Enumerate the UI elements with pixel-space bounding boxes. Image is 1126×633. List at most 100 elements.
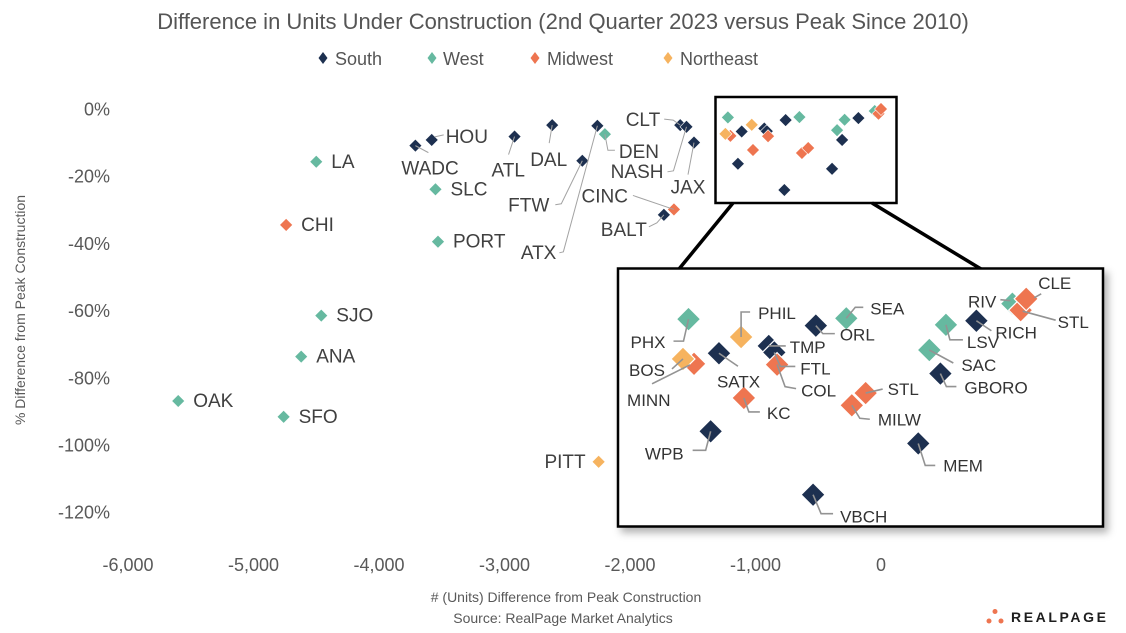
inset-leader-line-sac: [928, 349, 954, 364]
inset-data-point-sac: [916, 337, 943, 363]
data-point-lsv: [837, 112, 852, 127]
data-label-jax: JAX: [671, 178, 706, 199]
legend-item-west: West: [427, 49, 484, 69]
data-label-sfo: SFO: [299, 407, 338, 428]
legend-label-south: South: [335, 49, 382, 69]
inset-data-label-vbch: VBCH: [840, 508, 887, 527]
data-point-bos: [718, 126, 733, 141]
data-point-mem: [825, 161, 839, 176]
data-point-orl: [778, 113, 793, 128]
legend-label-northeast: Northeast: [680, 49, 758, 69]
inset-leader-line-milw: [851, 404, 870, 421]
data-label-dal: DAL: [530, 150, 567, 171]
inset-leader-line-orl: [815, 325, 835, 335]
y-tick-label: -100%: [58, 436, 110, 456]
inset-data-point-phx: [675, 306, 702, 332]
legend-marker-midwest: [530, 52, 540, 64]
legend-marker-northeast: [663, 52, 673, 64]
inset-leader-line-phil: [740, 311, 751, 337]
inset-data-label-milw: MILW: [878, 410, 921, 429]
y-axis-tick-labels: 0% -20% -40% -60% -80% -100% -120%: [58, 100, 110, 523]
x-tick-label: -5,000: [228, 555, 279, 575]
legend-item-south: South: [318, 49, 382, 69]
inset-data-point-cle: [1013, 285, 1040, 312]
inset-data-label-minn: MINN: [627, 391, 670, 410]
data-point-vbch: [777, 183, 792, 197]
data-point-la: [309, 154, 324, 169]
y-tick-label: -20%: [68, 167, 110, 187]
leader-line-wadc: [415, 145, 429, 154]
inset-data-point-sea: [833, 305, 860, 332]
inset-leader-line-mem: [917, 443, 936, 467]
legend-label-west: West: [443, 49, 484, 69]
inset-data-label-riv: RIV: [968, 293, 997, 312]
y-tick-label: -120%: [58, 503, 110, 523]
inset-leader-line-minn: [651, 364, 691, 385]
leader-line-atl: [508, 136, 516, 155]
inset-leader-line-col: [776, 364, 797, 390]
legend-label-midwest: Midwest: [547, 49, 613, 69]
data-label-den: DEN: [619, 142, 659, 163]
data-point-chi: [279, 217, 294, 232]
inset-data-label-mem: MEM: [943, 456, 983, 475]
y-tick-label: -60%: [68, 301, 110, 321]
inset-leader-line-kc: [743, 397, 760, 413]
inset-data-labels: SATX TMP FTL WPB ORL VBCH RICH GBORO MEM PHX SEA LS…: [627, 274, 1089, 527]
data-label-clt: CLT: [626, 110, 661, 131]
x-tick-label: -1,000: [730, 555, 781, 575]
x-tick-label: -3,000: [479, 555, 530, 575]
inset-data-point-kc: [731, 385, 757, 411]
data-point-stl: [801, 141, 816, 155]
data-label-wadc: WADC: [401, 159, 458, 180]
data-point-phx: [720, 110, 735, 125]
inset-leader-line-lsv: [945, 324, 963, 341]
inset-leader-line-rich: [975, 320, 992, 332]
data-point-oak: [171, 394, 186, 408]
main-data-labels: HOU WADC ATL DAL FTW ATX CLT NASH JAX BALT LA SLC PO…: [193, 110, 706, 473]
leader-line-cinc: [632, 194, 675, 210]
data-point-rich: [851, 111, 866, 125]
inset-data-label-ftl: FTL: [800, 359, 830, 378]
realpage-logo: REALPAGE: [986, 609, 1106, 625]
x-tick-label: 0: [876, 555, 886, 575]
data-point-satx: [734, 124, 749, 139]
data-label-la: LA: [331, 152, 355, 173]
data-point-ana: [294, 349, 309, 364]
logo-dot: [998, 618, 1004, 624]
x-axis-tick-labels: -6,000 -5,000 -4,000 -3,000 -2,000 -1,000 0: [102, 555, 886, 575]
logo-dot: [992, 609, 998, 614]
source-note: Source: RealPage Market Analytics: [453, 610, 672, 626]
data-point-sfo: [276, 409, 291, 424]
data-label-atl: ATL: [492, 161, 525, 182]
inset-panel: SATX TMP FTL WPB ORL VBCH RICH GBORO MEM PHX SEA LS…: [616, 267, 1105, 528]
data-label-port: PORT: [453, 232, 506, 253]
logo-dots-icon: [986, 609, 1004, 624]
zoom-window-box: [714, 95, 898, 205]
data-label-chi: CHI: [301, 215, 334, 236]
inset-data-label-cle: CLE: [1038, 274, 1071, 293]
inset-data-label-tmp: TMP: [790, 338, 826, 357]
leader-line-den: [604, 134, 615, 151]
data-label-balt: BALT: [601, 220, 648, 241]
inset-data-label-kc: KC: [767, 404, 791, 423]
legend-marker-west: [427, 52, 437, 64]
data-label-ana: ANA: [316, 347, 355, 368]
inset-leader-line-phx: [673, 318, 690, 342]
inset-leader-line-sea: [845, 306, 864, 319]
inset-data-label-wpb: WPB: [645, 444, 684, 463]
leader-line-ftw: [555, 160, 583, 206]
data-label-cinc: CINC: [581, 186, 627, 207]
inset-data-point-gboro: [927, 360, 954, 387]
y-axis-title: % Difference from Peak Construction: [12, 195, 28, 425]
y-tick-label: -80%: [68, 368, 110, 388]
data-label-sjo: SJO: [336, 306, 373, 327]
data-point-col: [761, 129, 775, 144]
leader-line-hou: [434, 134, 444, 138]
data-point-cle: [874, 102, 888, 116]
legend-marker-south: [318, 52, 328, 64]
inset-data-label-orl: ORL: [840, 326, 875, 345]
data-point-sac: [830, 123, 844, 138]
inset-leader-line-stl: [865, 388, 883, 394]
data-point-pitt: [591, 454, 606, 469]
